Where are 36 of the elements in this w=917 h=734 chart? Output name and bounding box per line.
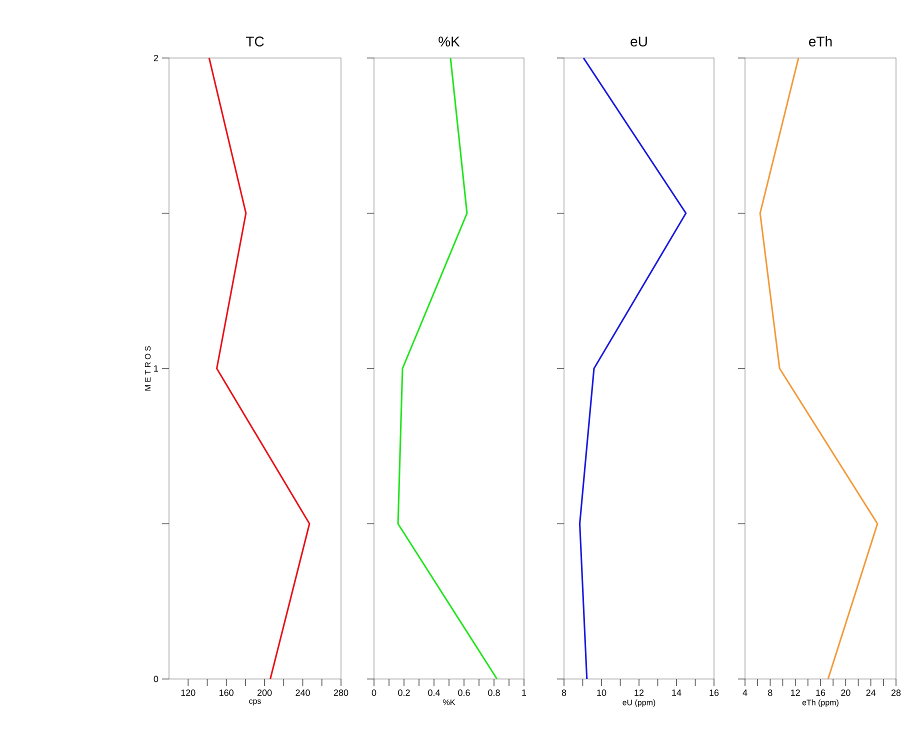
x-tick-label: 16 xyxy=(710,690,719,696)
chart-title: eU xyxy=(630,36,647,46)
x-tick-label: 200 xyxy=(258,690,272,696)
x-tick-label: 280 xyxy=(334,690,348,696)
x-tick-label: 28 xyxy=(891,690,901,696)
x-tick-label: 1 xyxy=(522,690,526,696)
chart-title: %K xyxy=(438,36,460,46)
y-tick-label: 1 xyxy=(154,365,158,372)
x-tick-label: 0.8 xyxy=(488,690,500,696)
y-tick-label: 2 xyxy=(154,54,158,62)
x-tick-label: 16 xyxy=(816,690,826,696)
y-axis-title: M E T R O S xyxy=(144,346,151,391)
x-tick-label: 14 xyxy=(672,690,682,696)
x-axis-title: eTh (ppm) xyxy=(802,699,838,707)
x-tick-label: 8 xyxy=(768,690,772,696)
x-tick-label: 160 xyxy=(220,690,234,696)
x-axis-title: %K xyxy=(443,699,456,706)
x-tick-label: 0.4 xyxy=(428,690,440,696)
x-tick-label: 4 xyxy=(742,690,748,696)
x-tick-label: 24 xyxy=(866,690,876,696)
chart-title: TC xyxy=(246,36,264,46)
x-axis-title: cps xyxy=(249,699,261,706)
x-tick-label: 8 xyxy=(562,690,566,696)
line-series xyxy=(208,57,310,680)
x-tick-label: 240 xyxy=(296,690,310,696)
x-tick-label: 12 xyxy=(634,690,644,696)
x-tick-label: 12 xyxy=(791,690,800,696)
x-tick-label: 120 xyxy=(181,690,196,696)
y-tick-label: 0 xyxy=(154,676,158,682)
x-tick-label: 20 xyxy=(841,690,850,696)
x-tick-label: 10 xyxy=(597,690,606,696)
x-tick-label: 0.6 xyxy=(458,690,470,696)
x-tick-label: 0 xyxy=(372,690,376,696)
x-tick-label: 0.2 xyxy=(398,690,410,696)
x-axis-title: eU (ppm) xyxy=(622,699,656,707)
chart-title: eTh xyxy=(809,36,832,46)
